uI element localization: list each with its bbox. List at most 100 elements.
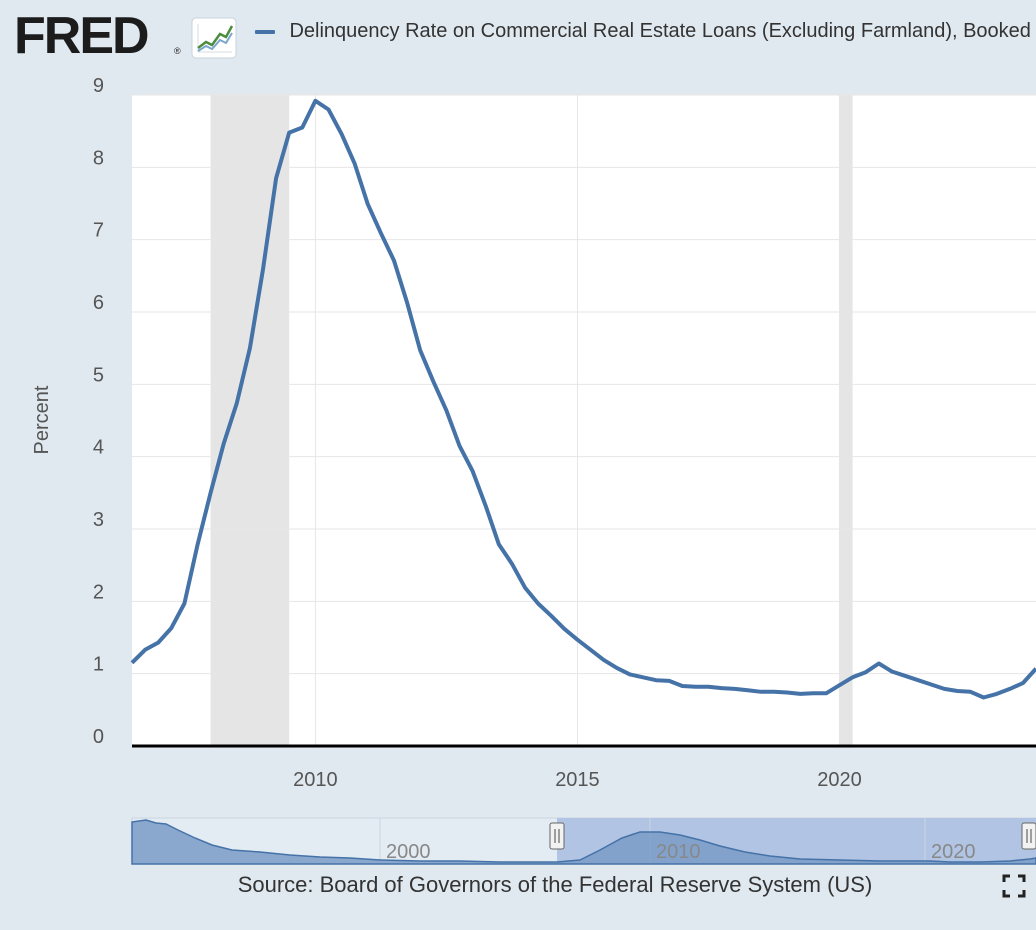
navigator-right-handle[interactable] <box>1021 822 1036 850</box>
data-point[interactable] <box>745 687 751 693</box>
series-line[interactable] <box>130 98 1036 700</box>
recession-band-0 <box>210 95 290 746</box>
fullscreen-icon[interactable] <box>1002 874 1026 898</box>
chart-legend[interactable]: Delinquency Rate on Commercial Real Esta… <box>255 20 1031 43</box>
data-point[interactable] <box>155 640 161 646</box>
data-point[interactable] <box>640 674 646 680</box>
data-point[interactable] <box>326 106 332 112</box>
recession-band-1 <box>839 95 853 746</box>
y-tick-label: 3 <box>93 509 104 531</box>
fred-wordmark: FRED <box>14 7 150 65</box>
navigator-left-handle[interactable] <box>549 822 565 850</box>
data-point[interactable] <box>417 347 423 353</box>
data-point[interactable] <box>339 131 345 137</box>
data-point[interactable] <box>1007 686 1013 692</box>
data-point[interactable] <box>260 266 266 272</box>
data-point[interactable] <box>443 407 449 413</box>
source-note: Source: Board of Governors of the Federa… <box>237 872 873 897</box>
recession-shading-layer <box>210 95 853 746</box>
data-point[interactable] <box>967 689 973 695</box>
data-point[interactable] <box>430 378 436 384</box>
data-point[interactable] <box>588 647 594 653</box>
data-point[interactable] <box>771 689 777 695</box>
data-point[interactable] <box>483 503 489 509</box>
data-point[interactable] <box>234 400 240 406</box>
navigator-tick-label: 2010 <box>656 841 701 863</box>
y-axis-ticks: 0 1 2 3 4 5 6 7 8 9 <box>93 75 104 748</box>
data-point[interactable] <box>457 443 463 449</box>
data-point[interactable] <box>496 541 502 547</box>
data-point[interactable] <box>797 691 803 697</box>
data-point[interactable] <box>299 125 305 131</box>
data-point[interactable] <box>404 300 410 306</box>
data-point[interactable] <box>850 674 856 680</box>
data-point[interactable] <box>679 683 685 689</box>
y-tick-label: 9 <box>93 75 104 97</box>
data-point[interactable] <box>535 601 541 607</box>
data-point[interactable] <box>181 601 187 607</box>
grid-layer <box>132 94 1036 746</box>
x-axis-ticks: 2010 2015 2020 <box>293 769 862 791</box>
data-point[interactable] <box>168 625 174 631</box>
data-point[interactable] <box>352 161 358 167</box>
legend-swatch <box>255 29 275 34</box>
data-point[interactable] <box>574 637 580 643</box>
data-point[interactable] <box>142 647 148 653</box>
data-point[interactable] <box>208 490 214 496</box>
y-tick-label: 6 <box>93 292 104 314</box>
data-point[interactable] <box>823 690 829 696</box>
data-point[interactable] <box>273 175 279 181</box>
data-point[interactable] <box>509 561 515 567</box>
data-point[interactable] <box>561 626 567 632</box>
data-point[interactable] <box>365 201 371 207</box>
data-point[interactable] <box>286 130 292 136</box>
trend-graph-icon <box>191 17 237 59</box>
navigator-labels: 2000 2010 2020 <box>386 841 976 863</box>
data-point[interactable] <box>129 660 135 666</box>
data-point[interactable] <box>902 673 908 679</box>
data-point[interactable] <box>784 689 790 695</box>
y-tick-label: 4 <box>93 437 104 459</box>
data-point[interactable] <box>941 686 947 692</box>
data-point[interactable] <box>810 690 816 696</box>
data-point[interactable] <box>627 671 633 677</box>
data-point[interactable] <box>954 688 960 694</box>
data-point[interactable] <box>876 661 882 667</box>
navigator-tick-label: 2000 <box>386 841 431 863</box>
data-point[interactable] <box>312 98 318 104</box>
data-point[interactable] <box>928 682 934 688</box>
data-point[interactable] <box>666 678 672 684</box>
range-navigator[interactable]: 2000 2010 2020 <box>131 817 1036 865</box>
data-point[interactable] <box>391 258 397 264</box>
data-point[interactable] <box>601 657 607 663</box>
data-point[interactable] <box>692 684 698 690</box>
data-point[interactable] <box>836 682 842 688</box>
data-point[interactable] <box>1020 680 1026 686</box>
data-point[interactable] <box>653 677 659 683</box>
data-point[interactable] <box>548 613 554 619</box>
data-point[interactable] <box>889 668 895 674</box>
data-point[interactable] <box>221 441 227 447</box>
x-tick-label: 2015 <box>555 769 600 791</box>
legend-series-label: Delinquency Rate on Commercial Real Esta… <box>289 20 1031 42</box>
data-point[interactable] <box>915 677 921 683</box>
data-point[interactable] <box>863 669 869 675</box>
y-tick-label: 5 <box>93 364 104 386</box>
data-point[interactable] <box>732 686 738 692</box>
fred-logo[interactable]: FRED ® <box>14 7 237 65</box>
data-point[interactable] <box>195 542 201 548</box>
data-point[interactable] <box>378 230 384 236</box>
series-layer[interactable] <box>129 98 1036 701</box>
y-tick-label: 1 <box>93 654 104 676</box>
data-point[interactable] <box>614 665 620 671</box>
data-point[interactable] <box>247 345 253 351</box>
data-point[interactable] <box>470 468 476 474</box>
data-point[interactable] <box>758 689 764 695</box>
data-point[interactable] <box>522 585 528 591</box>
data-point[interactable] <box>994 691 1000 697</box>
data-point[interactable] <box>981 695 987 701</box>
data-point[interactable] <box>719 685 725 691</box>
navigator-tick-label: 2020 <box>931 841 976 863</box>
data-point[interactable] <box>705 684 711 690</box>
